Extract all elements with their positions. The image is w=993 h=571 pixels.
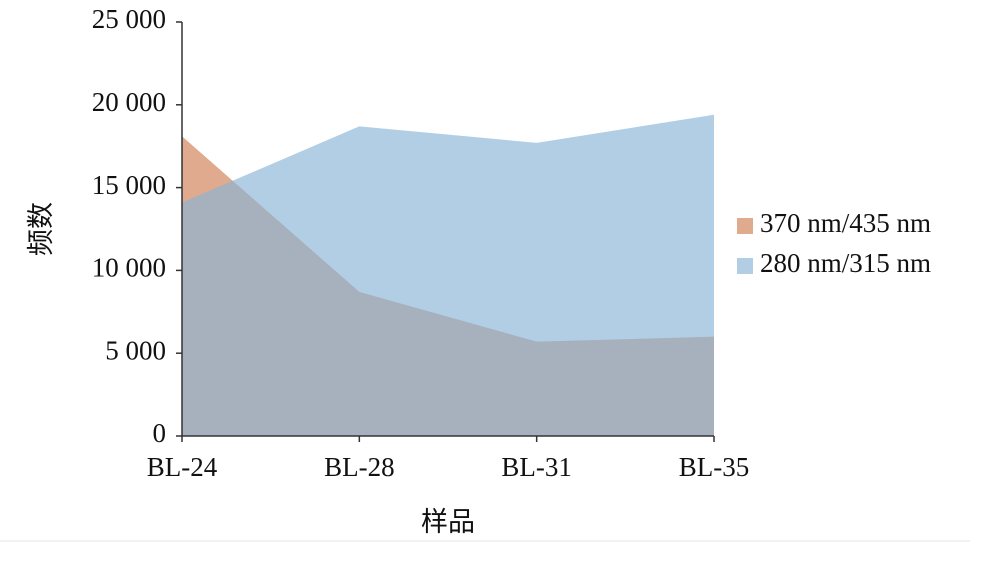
- x-tick-label: BL-35: [679, 452, 750, 482]
- x-axis-label: 样品: [421, 507, 475, 537]
- x-tick-label: BL-31: [501, 452, 572, 482]
- y-tick-label: 0: [153, 418, 167, 448]
- legend-label: 370 nm/435 nm: [760, 208, 931, 238]
- y-tick-label: 25 000: [92, 4, 166, 34]
- x-tick-label: BL-28: [324, 452, 395, 482]
- y-tick-label: 5 000: [105, 335, 166, 365]
- legend-swatch: [737, 218, 753, 234]
- legend-label: 280 nm/315 nm: [760, 248, 931, 278]
- y-tick-label: 10 000: [92, 253, 166, 283]
- x-tick-label: BL-24: [147, 452, 218, 482]
- y-tick-label: 15 000: [92, 170, 166, 200]
- y-tick-label: 20 000: [92, 87, 166, 117]
- area: [182, 114, 714, 437]
- legend-swatch: [737, 258, 753, 274]
- y-axis-label: 频数: [26, 202, 56, 256]
